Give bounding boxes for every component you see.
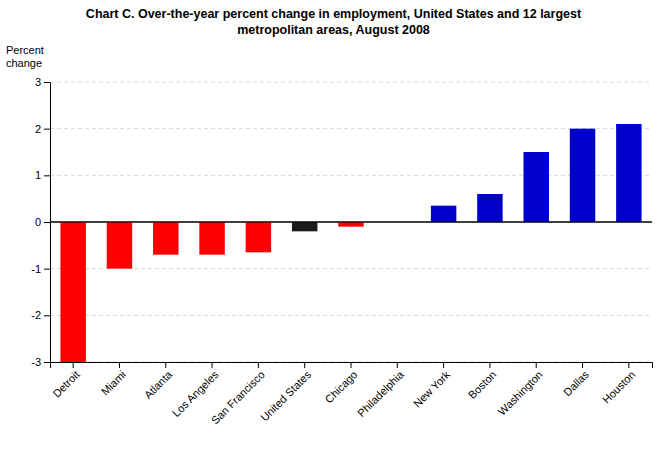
tick-mark: [73, 362, 74, 368]
bar: [292, 222, 317, 231]
tick-mark: [44, 315, 50, 316]
tick-label: Philadelphia: [355, 368, 406, 419]
bars: [60, 124, 641, 362]
y-tick: 1: [35, 169, 50, 181]
x-tick: Washington: [496, 362, 545, 418]
y-tick: -3: [31, 356, 50, 368]
tick-mark: [44, 222, 50, 223]
x-tick: Dallas: [561, 362, 591, 398]
x-axis: Detroit Miami AtlantaLos AngelesSan Franci…: [50, 362, 652, 426]
tick-label: Houston: [600, 368, 637, 405]
grid-line: [50, 222, 652, 223]
bar: [60, 222, 85, 362]
tick-mark: [165, 362, 166, 368]
tick-mark: [628, 362, 629, 368]
x-tick: Atlanta: [142, 362, 175, 401]
bar: [338, 222, 363, 227]
tick-label: 0: [35, 216, 41, 228]
y-axis-title: Percentchange: [6, 44, 44, 69]
tick-label: Chicago: [323, 368, 360, 405]
zero-line: [50, 222, 652, 223]
tick-label: San Francisco: [209, 368, 267, 426]
tick-mark: [397, 362, 398, 368]
title: Chart C. Over-the-year percent change in…: [86, 7, 582, 37]
tick-label: United States: [258, 368, 314, 424]
x-tick: Detroit: [50, 362, 81, 400]
x-tick: Chicago: [323, 362, 360, 405]
y-tick: 3: [35, 76, 50, 88]
bar: [153, 222, 178, 255]
x-tick: Houston: [600, 362, 637, 406]
tick-mark: [351, 362, 352, 368]
chart: Chart C. Over-the-year percent change in…: [0, 0, 667, 450]
bar: [199, 222, 224, 255]
y-axis: -3 -2 -1 0 1 2 3: [31, 76, 50, 368]
grid-line: [50, 268, 652, 269]
bar: [107, 222, 132, 269]
grid-line: [50, 175, 652, 176]
tick-mark: [536, 362, 537, 368]
grid-line: [50, 315, 652, 316]
grid-line: [50, 82, 652, 83]
plot: -3 -2 -1 0 1 2 3 Detroit Miami AtlantaLos Angeles…: [31, 76, 652, 426]
axis-line: [51, 363, 653, 369]
tick-label: Washington: [496, 368, 545, 417]
x-tick: New York: [411, 362, 453, 410]
tick-mark: [44, 269, 50, 270]
tick-label: New York: [411, 368, 453, 410]
tick-mark: [582, 362, 583, 368]
tick-label: -3: [31, 356, 41, 368]
tick-mark: [119, 362, 120, 368]
x-tick: San Francisco: [209, 362, 267, 426]
grid: [50, 82, 652, 362]
tick-label: -2: [31, 309, 41, 321]
bar: [523, 152, 548, 222]
tick-mark: [44, 175, 50, 176]
tick-mark: [258, 362, 259, 368]
y-tick: -2: [31, 309, 50, 321]
tick-mark: [212, 362, 213, 368]
y-tick: 0: [35, 216, 50, 228]
x-tick: Los Angeles: [170, 362, 221, 419]
tick-mark: [304, 362, 305, 368]
tick-mark: [443, 362, 444, 368]
bar: [246, 222, 271, 252]
bar: [477, 194, 502, 222]
bar: [431, 206, 456, 222]
x-tick: Philadelphia: [355, 362, 406, 419]
tick-mark: [44, 129, 50, 130]
tick-label: Detroit: [50, 368, 81, 399]
tick-mark: [489, 362, 490, 368]
tick-label: 1: [35, 169, 41, 181]
tick-label: Dallas: [561, 368, 591, 398]
tick-mark: [44, 362, 50, 363]
tick-label: Boston: [466, 368, 499, 401]
y-tick: 2: [35, 123, 50, 135]
tick-label: 2: [35, 123, 41, 135]
tick-mark: [44, 82, 50, 83]
tick-label: Miami: [99, 368, 128, 397]
grid-line: [50, 128, 652, 129]
tick-label: -1: [31, 263, 41, 275]
x-tick: Miami: [99, 362, 128, 398]
bar: [570, 129, 595, 222]
tick-label: Atlanta: [142, 368, 175, 401]
x-tick: United States: [258, 362, 314, 423]
axis-line: [44, 83, 51, 363]
bar: [616, 124, 641, 222]
x-tick: Boston: [466, 362, 499, 401]
y-tick: -1: [31, 263, 50, 275]
tick-label: 3: [35, 76, 41, 88]
tick-label: Los Angeles: [170, 368, 221, 419]
